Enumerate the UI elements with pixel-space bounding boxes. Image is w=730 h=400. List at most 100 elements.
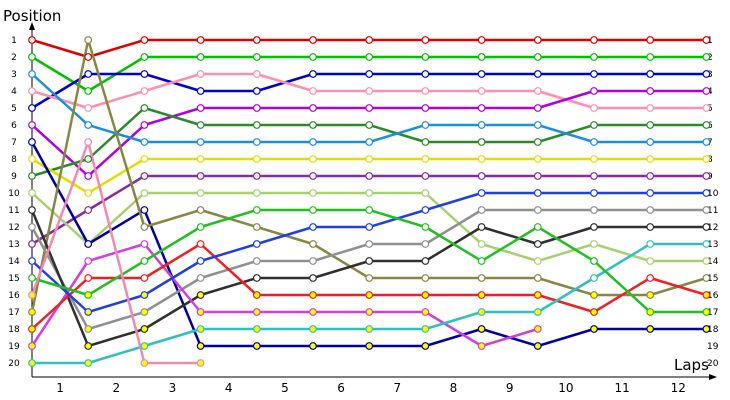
data-point bbox=[421, 308, 430, 316]
data-point bbox=[590, 325, 598, 333]
data-point bbox=[365, 104, 374, 112]
data-point bbox=[140, 359, 149, 367]
y-tick-left: 19 bbox=[8, 342, 20, 352]
data-point bbox=[28, 70, 36, 78]
data-point bbox=[84, 70, 93, 78]
data-point bbox=[84, 189, 93, 197]
data-point bbox=[252, 87, 261, 95]
data-point bbox=[646, 274, 655, 282]
y-tick-right: 20 bbox=[707, 359, 719, 369]
data-point bbox=[28, 121, 36, 129]
data-point bbox=[702, 223, 711, 231]
data-point bbox=[309, 53, 317, 61]
data-point bbox=[533, 274, 542, 282]
data-point bbox=[421, 325, 430, 333]
data-point bbox=[365, 206, 374, 214]
data-point bbox=[252, 291, 261, 299]
data-point bbox=[590, 240, 598, 248]
data-point bbox=[28, 53, 36, 61]
data-point bbox=[477, 138, 486, 146]
data-point bbox=[140, 70, 149, 78]
data-point bbox=[196, 121, 205, 129]
data-point bbox=[196, 36, 205, 44]
data-point bbox=[196, 70, 205, 78]
data-point bbox=[702, 257, 711, 265]
data-point bbox=[28, 155, 36, 163]
data-point bbox=[140, 53, 149, 61]
data-point bbox=[590, 172, 598, 180]
data-point bbox=[84, 172, 93, 180]
series-markers bbox=[28, 36, 711, 367]
data-point bbox=[477, 155, 486, 163]
data-point bbox=[196, 206, 205, 214]
data-point bbox=[533, 189, 542, 197]
data-point bbox=[140, 206, 149, 214]
data-point bbox=[702, 138, 711, 146]
data-point bbox=[421, 87, 430, 95]
data-point bbox=[28, 274, 36, 282]
data-point bbox=[533, 206, 542, 214]
data-point bbox=[702, 240, 711, 248]
data-point bbox=[533, 223, 542, 231]
data-point bbox=[477, 291, 486, 299]
data-point bbox=[421, 172, 430, 180]
y-axis-title: Position bbox=[3, 7, 61, 25]
data-point bbox=[477, 53, 486, 61]
data-point bbox=[702, 53, 711, 61]
data-point bbox=[252, 257, 261, 265]
data-point bbox=[28, 104, 36, 112]
data-point bbox=[309, 121, 317, 129]
y-tick-left: 1 bbox=[11, 36, 17, 46]
data-point bbox=[365, 53, 374, 61]
data-point bbox=[590, 274, 598, 282]
data-point bbox=[252, 274, 261, 282]
data-point bbox=[84, 240, 93, 248]
data-point bbox=[477, 70, 486, 78]
data-point bbox=[646, 308, 655, 316]
data-point bbox=[84, 325, 93, 333]
data-point bbox=[646, 223, 655, 231]
y-tick-left: 9 bbox=[11, 172, 17, 182]
data-point bbox=[28, 240, 36, 248]
data-point bbox=[702, 325, 711, 333]
data-point bbox=[140, 257, 149, 265]
data-point bbox=[646, 291, 655, 299]
y-tick-right: 19 bbox=[707, 342, 719, 352]
data-point bbox=[84, 121, 93, 129]
data-point bbox=[590, 223, 598, 231]
data-point bbox=[590, 36, 598, 44]
data-point bbox=[140, 87, 149, 95]
data-point bbox=[646, 206, 655, 214]
data-point bbox=[252, 325, 261, 333]
data-point bbox=[84, 342, 93, 350]
data-point bbox=[477, 223, 486, 231]
data-point bbox=[477, 104, 486, 112]
x-axis-title: Laps bbox=[674, 356, 709, 374]
data-point bbox=[309, 206, 317, 214]
axes bbox=[29, 22, 717, 380]
data-point bbox=[365, 274, 374, 282]
data-point bbox=[421, 53, 430, 61]
data-point bbox=[646, 121, 655, 129]
data-point bbox=[365, 257, 374, 265]
data-point bbox=[421, 274, 430, 282]
data-point bbox=[702, 36, 711, 44]
data-point bbox=[646, 325, 655, 333]
data-point bbox=[421, 121, 430, 129]
y-tick-left: 14 bbox=[8, 257, 20, 267]
x-tick: 11 bbox=[614, 381, 629, 395]
data-point bbox=[646, 189, 655, 197]
data-point bbox=[309, 274, 317, 282]
data-point bbox=[533, 104, 542, 112]
data-point bbox=[309, 155, 317, 163]
data-point bbox=[421, 104, 430, 112]
data-point bbox=[590, 291, 598, 299]
data-point bbox=[421, 189, 430, 197]
data-point bbox=[365, 291, 374, 299]
data-point bbox=[365, 325, 374, 333]
data-point bbox=[28, 291, 36, 299]
data-point bbox=[196, 274, 205, 282]
data-point bbox=[309, 189, 317, 197]
x-tick: 4 bbox=[225, 381, 233, 395]
